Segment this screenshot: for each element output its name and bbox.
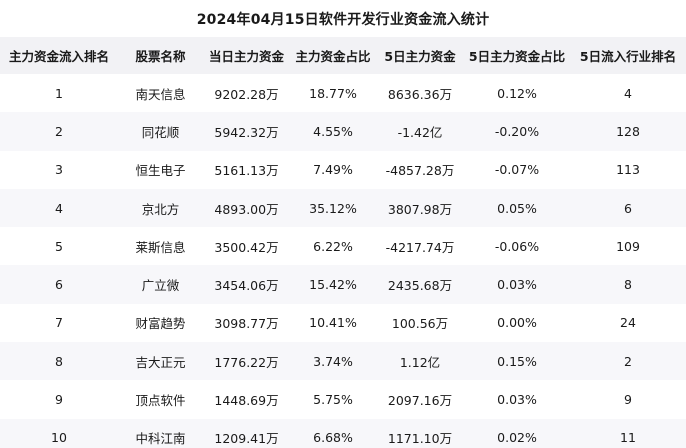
table-cell: 0.03% <box>497 392 537 408</box>
table-row: 1 南天信息 9202.28万 18.77% 8636.36万 0.12% 4 <box>0 74 686 113</box>
table-cell: 128 <box>616 123 640 139</box>
table-cell: 同花顺 <box>141 124 180 140</box>
table-cell: 113 <box>616 162 640 178</box>
col-header-main-inflow-rank: 主力资金流入排名 <box>8 49 109 64</box>
table-cell: 0.15% <box>497 353 537 369</box>
table-cell: 5942.32万 <box>214 124 279 140</box>
table-cell: 财富趋势 <box>135 316 186 332</box>
table-cell: 4.55% <box>313 123 353 139</box>
table-cell: 2435.68万 <box>387 278 453 294</box>
table-cell: -4857.28万 <box>385 163 455 179</box>
table-row: 5 莱斯信息 3500.42万 6.22% -4217.74万 -0.06% 109 <box>0 227 686 266</box>
col-header-today-main-fund: 当日主力资金 <box>208 49 284 64</box>
table-cell: 8 <box>624 277 632 293</box>
table-cell: 3 <box>55 162 63 178</box>
table-cell: 莱斯信息 <box>135 239 186 255</box>
table-cell: 7.49% <box>313 162 353 178</box>
table-cell: 3500.42万 <box>214 239 279 255</box>
table-row: 8 吉大正元 1776.22万 3.74% 1.12亿 0.15% 2 <box>0 342 686 381</box>
table-cell: 9202.28万 <box>214 86 279 102</box>
table-cell: -0.07% <box>494 162 540 178</box>
table-cell: 8 <box>55 353 63 369</box>
table-cell: 1.12亿 <box>399 354 441 370</box>
table-cell: 8636.36万 <box>387 86 453 102</box>
table-cell: 9 <box>55 392 63 408</box>
table-cell: 0.05% <box>497 200 537 216</box>
table-cell: 3.74% <box>313 353 353 369</box>
table-row: 9 顶点软件 1448.69万 5.75% 2097.16万 0.03% 9 <box>0 380 686 419</box>
col-header-5day-industry-rank: 5日流入行业排名 <box>579 49 677 64</box>
table-cell: 35.12% <box>309 200 357 216</box>
table-cell: 京北方 <box>141 201 180 217</box>
table-cell: 18.77% <box>309 85 357 101</box>
table-cell: 24 <box>620 315 636 331</box>
page-title: 2024年04月15日软件开发行业资金流入统计 <box>196 11 490 28</box>
table-cell: 吉大正元 <box>135 354 186 370</box>
table-cell: 6.68% <box>313 430 353 446</box>
table-cell: 3454.06万 <box>214 278 279 294</box>
table-cell: 100.56万 <box>391 316 449 332</box>
table-cell: 中科江南 <box>135 431 186 447</box>
table-cell: 0.02% <box>497 430 537 446</box>
table-cell: 3098.77万 <box>214 316 279 332</box>
table-cell: 0.03% <box>497 277 537 293</box>
table-cell: 南天信息 <box>135 86 186 102</box>
table-cell: 恒生电子 <box>135 163 186 179</box>
table-cell: 1776.22万 <box>214 354 279 370</box>
table-row: 4 京北方 4893.00万 35.12% 3807.98万 0.05% 6 <box>0 188 686 228</box>
table-row: 3 恒生电子 5161.13万 7.49% -4857.28万 -0.07% 113 <box>0 150 686 189</box>
table-cell: 0.00% <box>497 315 537 331</box>
table-cell: 6 <box>55 277 63 293</box>
table-cell: 2097.16万 <box>387 393 453 409</box>
table-cell: 7 <box>55 315 63 331</box>
table-row: 6 广立微 3454.06万 15.42% 2435.68万 0.03% 8 <box>0 265 686 304</box>
table-row: 10 中科江南 1209.41万 6.68% 1171.10万 0.02% 11 <box>0 418 686 448</box>
fund-flow-table: 主力资金流入排名 股票名称 当日主力资金 主力资金占比 5日主力资金 5日主力资… <box>0 37 686 448</box>
table-cell: 1171.10万 <box>387 431 453 447</box>
table-cell: 1 <box>55 85 63 101</box>
table-cell: 5 <box>55 238 63 254</box>
table-row: 2 同花顺 5942.32万 4.55% -1.42亿 -0.20% 128 <box>0 112 686 151</box>
table-cell: 109 <box>616 238 640 254</box>
table-row: 7 财富趋势 3098.77万 10.41% 100.56万 0.00% 24 <box>0 303 686 343</box>
table-cell: 11 <box>620 430 636 446</box>
col-header-main-fund-ratio: 主力资金占比 <box>295 49 371 64</box>
table-header-row: 主力资金流入排名 股票名称 当日主力资金 主力资金占比 5日主力资金 5日主力资… <box>0 37 686 74</box>
table-cell: 10.41% <box>309 315 357 331</box>
table-cell: 3807.98万 <box>387 201 453 217</box>
col-header-5day-fund-ratio: 5日主力资金占比 <box>468 49 566 64</box>
table-cell: 15.42% <box>309 277 357 293</box>
table-body: 1 南天信息 9202.28万 18.77% 8636.36万 0.12% 4 2 同花顺 594… <box>0 74 686 448</box>
table-cell: -4217.74万 <box>385 239 455 255</box>
col-header-5day-main-fund: 5日主力资金 <box>384 49 456 64</box>
table-cell: -0.20% <box>494 123 540 139</box>
table-cell: 5.75% <box>313 392 353 408</box>
col-header-stock-name: 股票名称 <box>135 49 186 64</box>
table-cell: 5161.13万 <box>214 163 279 179</box>
table-cell: 10 <box>51 430 67 446</box>
table-cell: 1448.69万 <box>214 393 279 409</box>
table-cell: 0.12% <box>497 85 537 101</box>
table-cell: 广立微 <box>141 278 180 294</box>
table-cell: -1.42亿 <box>397 124 443 140</box>
table-cell: 2 <box>55 123 63 139</box>
table-cell: 2 <box>624 353 632 369</box>
table-cell: 9 <box>624 392 632 408</box>
table-cell: 4 <box>55 200 63 216</box>
table-cell: -0.06% <box>494 238 540 254</box>
table-cell: 4893.00万 <box>214 201 279 217</box>
table-cell: 顶点软件 <box>135 393 186 409</box>
table-cell: 4 <box>624 85 632 101</box>
table-cell: 6 <box>624 200 632 216</box>
table-cell: 6.22% <box>313 238 353 254</box>
table-cell: 1209.41万 <box>214 431 279 447</box>
